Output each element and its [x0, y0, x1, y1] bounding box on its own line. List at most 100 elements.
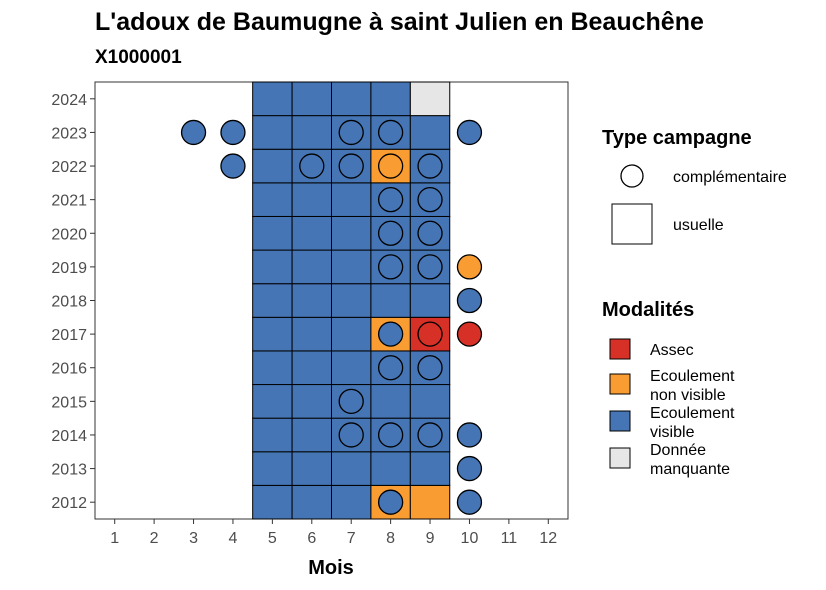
tile-2018-8 — [370, 283, 411, 318]
legend-key-nonvisible — [609, 373, 631, 395]
point-2017-9 — [417, 321, 443, 347]
legend-key-square — [611, 203, 653, 245]
tile-2024-7 — [331, 81, 372, 117]
tile-2015-6 — [291, 384, 333, 419]
point-2022-6 — [299, 153, 325, 179]
tile-2019-7 — [331, 249, 372, 285]
point-2017-8 — [377, 321, 404, 347]
y-tick-label-2024: 2024 — [51, 92, 87, 109]
tile-2012-5 — [252, 484, 293, 520]
legend-key-assec — [609, 338, 631, 360]
x-tick-label-8: 8 — [386, 530, 395, 547]
legend-label-visible: visible — [650, 424, 695, 441]
y-tick-label-2020: 2020 — [51, 226, 87, 243]
y-tick-label-2017: 2017 — [51, 327, 87, 344]
tile-2020-7 — [331, 215, 372, 251]
chart-subtitle: X1000001 — [95, 47, 182, 68]
legend-label-visible: Ecoulement — [650, 405, 735, 422]
tile-2021-7 — [331, 182, 372, 217]
legend-key-manquante — [609, 447, 631, 469]
tile-2020-5 — [252, 215, 293, 251]
x-tick-label-1: 1 — [110, 530, 119, 547]
point-2023-7 — [338, 119, 364, 146]
point-2019-10 — [456, 254, 483, 280]
tile-2013-6 — [291, 451, 333, 486]
point-2019-9 — [417, 254, 443, 280]
legend-label-manquante: manquante — [650, 461, 730, 478]
tile-2023-5 — [252, 115, 293, 150]
y-tick-label-2021: 2021 — [51, 193, 87, 210]
y-tick-label-2015: 2015 — [51, 394, 87, 411]
x-tick-label-6: 6 — [307, 530, 316, 547]
tile-2017-5 — [252, 316, 293, 352]
point-2018-10 — [456, 287, 483, 314]
x-tick-label-9: 9 — [426, 530, 435, 547]
legend-key-circle — [620, 164, 644, 188]
x-axis-title: Mois — [308, 557, 354, 579]
y-tick-label-2018: 2018 — [51, 294, 87, 311]
point-2014-7 — [338, 422, 364, 448]
y-tick-label-2022: 2022 — [51, 159, 87, 176]
legend-label-manquante: Donnée — [650, 442, 706, 459]
point-2022-9 — [417, 153, 443, 179]
tile-2018-6 — [291, 283, 333, 318]
tile-2017-7 — [331, 316, 372, 352]
point-2020-9 — [417, 220, 443, 246]
point-2016-8 — [377, 355, 404, 381]
tile-2022-5 — [252, 148, 293, 184]
point-2021-9 — [417, 187, 443, 213]
points-layer — [180, 119, 483, 515]
tile-2014-5 — [252, 417, 293, 453]
tile-2013-9 — [409, 451, 451, 486]
x-tick-label-10: 10 — [461, 530, 479, 547]
point-2019-8 — [377, 254, 404, 280]
point-2015-7 — [338, 388, 364, 414]
point-2022-7 — [338, 153, 364, 179]
tile-2014-6 — [291, 417, 333, 453]
x-tick-label-2: 2 — [150, 530, 159, 547]
y-tick-label-2019: 2019 — [51, 260, 87, 277]
tile-2024-6 — [291, 81, 333, 117]
tile-2023-6 — [291, 115, 333, 150]
tile-2016-6 — [291, 350, 333, 386]
tile-2016-7 — [331, 350, 372, 386]
tile-2015-5 — [252, 384, 293, 419]
tiles-layer — [252, 81, 451, 520]
y-tick-label-2016: 2016 — [51, 361, 87, 378]
x-tick-label-4: 4 — [229, 530, 238, 547]
tile-2024-9 — [409, 81, 451, 117]
y-axis: 2012 2013 2014 2015 2016 2017 2018 2019 2020 2021… — [51, 92, 95, 512]
y-tick-label-2023: 2023 — [51, 125, 87, 142]
legend-type-campagne-title: Type campagne — [602, 127, 752, 149]
tile-2019-6 — [291, 249, 333, 285]
tile-2012-7 — [331, 484, 372, 520]
point-2023-10 — [456, 119, 483, 146]
tile-2021-5 — [252, 182, 293, 217]
tile-2018-9 — [409, 283, 451, 318]
legend-key-visible — [609, 410, 631, 432]
tile-2020-6 — [291, 215, 333, 251]
chart-title: L'adoux de Baumugne à saint Julien en Be… — [95, 8, 704, 36]
legend-modalites-title: Modalités — [602, 299, 694, 321]
x-axis: 1 2 3 4 5 6 7 8 9 10 11 12 — [110, 519, 557, 547]
point-2023-4 — [220, 119, 246, 146]
point-2017-10 — [456, 321, 483, 347]
tile-2013-7 — [331, 451, 372, 486]
tile-2018-7 — [331, 283, 372, 318]
point-2023-8 — [377, 119, 404, 146]
x-tick-label-7: 7 — [347, 530, 356, 547]
x-tick-label-5: 5 — [268, 530, 277, 547]
tile-2024-5 — [252, 81, 293, 117]
x-tick-label-3: 3 — [189, 530, 198, 547]
tile-2021-6 — [291, 182, 333, 217]
legend-label-nonvisible: non visible — [650, 387, 726, 404]
tile-2012-9 — [409, 484, 451, 520]
legend-label-circle: complémentaire — [673, 169, 787, 186]
point-2014-10 — [456, 422, 483, 448]
point-2014-9 — [417, 422, 443, 448]
tile-2013-8 — [370, 451, 411, 486]
tile-2013-5 — [252, 451, 293, 486]
legend-type-campagne: Type campagne complémentaire usuelle — [602, 127, 787, 245]
tile-2015-8 — [370, 384, 411, 419]
